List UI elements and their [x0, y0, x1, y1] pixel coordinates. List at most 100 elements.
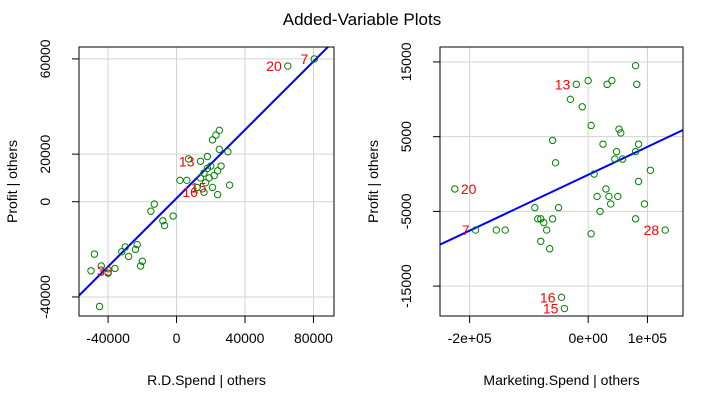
data-point [203, 152, 212, 161]
data-point [634, 140, 643, 148]
data-point [611, 155, 619, 163]
data-point [661, 226, 669, 234]
data-point [587, 230, 595, 238]
data-point [501, 226, 509, 234]
data-point [147, 207, 155, 215]
data-point [631, 61, 640, 70]
y-tick-label: -15000 [398, 264, 414, 308]
point-label: 7 [462, 222, 470, 238]
data-point [471, 226, 480, 234]
data-point [150, 200, 159, 208]
data-point [492, 226, 501, 234]
y-axis-label: Profit | others [365, 140, 381, 223]
data-point [118, 248, 126, 256]
data-point [605, 192, 613, 201]
x-tick-label: 40000 [226, 330, 265, 346]
data-point [97, 262, 105, 270]
data-point [159, 217, 167, 225]
data-point [593, 192, 601, 201]
data-point [608, 76, 616, 85]
data-point [136, 262, 145, 270]
data-point [590, 170, 598, 178]
data-point [104, 269, 112, 277]
x-axis-label: Marketing.Spend | others [483, 372, 639, 388]
data-point [606, 200, 615, 208]
data-point [183, 176, 191, 185]
point-label: 16 [182, 184, 198, 200]
y-tick-label: 15000 [398, 42, 414, 81]
data-point [87, 267, 95, 275]
data-point [208, 183, 217, 192]
data-point [90, 250, 99, 258]
plot-frame [439, 46, 684, 317]
data-point [208, 136, 217, 144]
data-point [537, 215, 545, 223]
plot-frame [78, 46, 335, 317]
y-tick-label: 20000 [37, 134, 53, 173]
data-point [646, 166, 655, 174]
data-point [640, 200, 649, 208]
data-point [614, 192, 622, 201]
data-point [213, 167, 222, 175]
data-point [196, 157, 205, 165]
data-point [633, 80, 641, 89]
x-tick-label: 0e+00 [569, 330, 609, 346]
data-point [617, 129, 625, 137]
data-point [160, 221, 169, 230]
data-point [284, 62, 292, 70]
data-point [618, 155, 627, 163]
data-point [184, 155, 193, 163]
x-tick-label: -2e+05 [448, 330, 492, 346]
data-point [537, 237, 545, 245]
x-axis-label: R.D.Spend | others [147, 372, 266, 388]
data-point [200, 169, 208, 177]
y-tick-label: -40000 [37, 275, 53, 319]
x-tick-label: 80000 [294, 330, 333, 346]
data-point [557, 293, 566, 302]
data-point [207, 162, 215, 170]
x-tick-label: -40000 [86, 330, 130, 346]
data-point [612, 147, 621, 156]
data-point [176, 176, 184, 185]
data-point [196, 174, 205, 182]
regression-line [440, 129, 683, 246]
regression-line [79, 47, 330, 297]
point-label: 13 [555, 76, 571, 92]
data-point [534, 215, 542, 223]
figure-title: Added-Variable Plots [283, 10, 441, 29]
y-axis-label: Profit | others [4, 140, 20, 223]
y-tick-label: 60000 [37, 39, 53, 78]
data-point [215, 126, 224, 135]
data-point [138, 257, 147, 265]
data-point [548, 136, 557, 145]
data-point [631, 147, 640, 156]
data-point [95, 302, 104, 311]
data-point [578, 103, 586, 111]
data-point [615, 125, 623, 133]
data-point [603, 80, 611, 89]
data-point [111, 264, 119, 273]
data-point [451, 185, 459, 193]
data-point [572, 80, 581, 89]
data-point [133, 240, 141, 249]
data-point [566, 95, 575, 104]
data-point [121, 243, 129, 251]
data-point [560, 304, 569, 313]
data-point [554, 203, 563, 212]
data-point [131, 245, 140, 254]
point-label: 20 [461, 181, 477, 197]
data-point [210, 171, 218, 180]
y-tick-label: 0 [37, 198, 53, 206]
data-point [212, 131, 220, 139]
data-point [548, 215, 557, 223]
data-point [217, 162, 225, 170]
data-point [310, 55, 319, 63]
data-point [596, 207, 604, 216]
data-point [531, 203, 539, 212]
point-label: 15 [543, 301, 559, 317]
x-tick-label: 0 [173, 330, 181, 346]
y-tick-label: 5000 [398, 121, 414, 152]
